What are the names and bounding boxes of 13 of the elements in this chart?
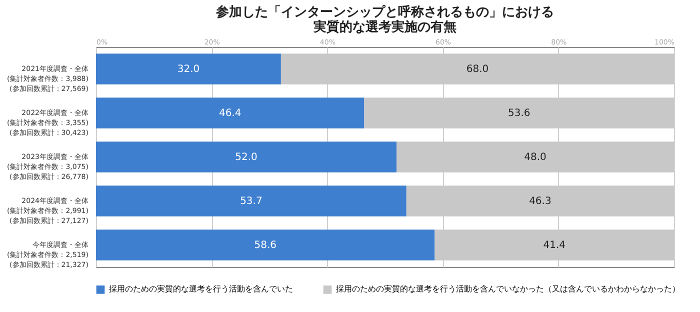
data-label: 68.0	[466, 64, 489, 75]
data-label: 46.3	[529, 196, 552, 207]
data-label: 53.7	[240, 196, 262, 207]
legend-label: 採用のための実質的な選考を行う活動を含んでいなかった（又は含んでいるかわからなかった）	[336, 284, 680, 294]
data-label: 58.6	[254, 240, 276, 251]
data-label: 32.0	[177, 64, 200, 75]
legend-label: 採用のための実質的な選考を行う活動を含んでいた	[109, 284, 293, 294]
data-label: 41.4	[543, 240, 566, 251]
chart-title: 参加した「インターンシップと呼称されるもの」における実質的な選考実施の有無	[215, 4, 554, 35]
data-label: 53.6	[508, 108, 530, 119]
data-label: 46.4	[218, 108, 242, 119]
data-label: 48.0	[524, 152, 546, 163]
data-label: 52.0	[235, 152, 258, 163]
